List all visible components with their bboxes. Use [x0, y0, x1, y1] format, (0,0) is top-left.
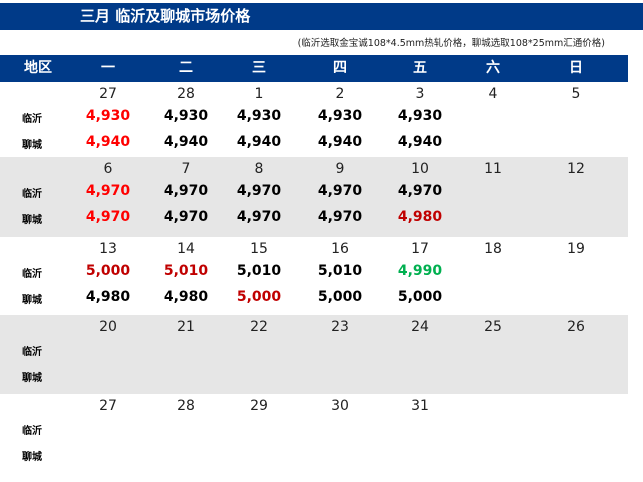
header-weekday: 二	[179, 60, 193, 76]
price-linyi: 4,970	[397, 183, 443, 199]
price-liaocheng: 4,970	[85, 209, 131, 225]
row-label-linyi: 临沂	[22, 189, 42, 200]
price-liaocheng: 4,980	[397, 209, 443, 225]
price-linyi: 4,930	[236, 108, 282, 124]
day-number: 24	[411, 319, 429, 335]
row-label-liaocheng: 聊城	[22, 452, 42, 463]
day-number: 29	[250, 398, 268, 414]
week-row: 临沂聊城 27 28 29 30 31	[0, 394, 628, 472]
header-weekday: 四	[333, 60, 347, 76]
price-linyi: 4,970	[85, 183, 131, 199]
day-number: 18	[484, 241, 502, 257]
week-row: 临沂 4,970 4,970 4,970 4,970 4,970 聊城 4,970 4,970 4…	[0, 157, 628, 237]
week-row: 临沂聊城 20 21 22 23 24 25 26	[0, 315, 628, 394]
day-number: 9	[335, 161, 345, 177]
day-number: 21	[177, 319, 195, 335]
day-number: 27	[99, 398, 117, 414]
price-liaocheng: 4,940	[317, 134, 363, 150]
week-row: 临沂 4,930 4,930 4,930 4,930 4,930 聊城 4,940 4,940 4…	[0, 82, 628, 157]
price-liaocheng: 4,940	[236, 134, 282, 150]
price-linyi: 4,970	[163, 183, 209, 199]
price-linyi: 4,930	[317, 108, 363, 124]
week-row: 临沂 5,000 5,010 5,010 5,010 4,990 聊城 4,980 4,980 5…	[0, 237, 628, 315]
day-number: 2	[335, 86, 345, 102]
day-number: 3	[415, 86, 425, 102]
price-liaocheng: 5,000	[397, 289, 443, 305]
row-label-linyi: 临沂	[22, 426, 42, 437]
price-linyi: 5,010	[236, 263, 282, 279]
row-label-liaocheng: 聊城	[22, 140, 42, 151]
header-weekday: 一	[101, 60, 115, 76]
row-label-liaocheng: 聊城	[22, 215, 42, 226]
price-liaocheng: 4,970	[163, 209, 209, 225]
price-linyi: 5,010	[317, 263, 363, 279]
price-source-note: (临沂选取金宝诚108*4.5mm热轧价格，聊城选取108*25mm汇通价格)	[297, 38, 605, 49]
day-number: 16	[331, 241, 349, 257]
day-number: 11	[484, 161, 502, 177]
price-linyi: 4,930	[397, 108, 443, 124]
header-region: 地区	[24, 60, 52, 76]
row-label-linyi: 临沂	[22, 114, 42, 125]
day-number: 28	[177, 398, 195, 414]
price-liaocheng: 4,980	[85, 289, 131, 305]
row-label-liaocheng: 聊城	[22, 373, 42, 384]
price-linyi: 4,970	[236, 183, 282, 199]
price-liaocheng: 4,940	[397, 134, 443, 150]
header-weekday: 五	[413, 60, 427, 76]
day-number: 14	[177, 241, 195, 257]
price-liaocheng: 4,940	[163, 134, 209, 150]
day-number: 13	[99, 241, 117, 257]
day-number: 28	[177, 86, 195, 102]
price-liaocheng: 4,940	[85, 134, 131, 150]
price-linyi: 4,970	[317, 183, 363, 199]
page-title: 三月 临沂及聊城市场价格	[80, 7, 251, 25]
day-number: 5	[571, 86, 581, 102]
price-liaocheng: 5,000	[317, 289, 363, 305]
header-weekday: 日	[569, 60, 583, 76]
price-linyi: 5,000	[85, 263, 131, 279]
price-linyi: 4,930	[85, 108, 131, 124]
price-liaocheng: 5,000	[236, 289, 282, 305]
price-linyi: 4,930	[163, 108, 209, 124]
day-number: 23	[331, 319, 349, 335]
day-number: 19	[567, 241, 585, 257]
price-liaocheng: 4,980	[163, 289, 209, 305]
day-number: 10	[411, 161, 429, 177]
row-label-linyi: 临沂	[22, 269, 42, 280]
price-linyi: 4,990	[397, 263, 443, 279]
page-title-bar: 三月 临沂及聊城市场价格	[0, 3, 643, 30]
price-linyi: 5,010	[163, 263, 209, 279]
weekday-header: 地区 一 二 三 四 五 六 日	[0, 55, 628, 82]
day-number: 6	[103, 161, 113, 177]
day-number: 30	[331, 398, 349, 414]
day-number: 31	[411, 398, 429, 414]
header-weekday: 三	[252, 60, 266, 76]
price-liaocheng: 4,970	[236, 209, 282, 225]
day-number: 12	[567, 161, 585, 177]
day-number: 20	[99, 319, 117, 335]
day-number: 1	[254, 86, 264, 102]
day-number: 15	[250, 241, 268, 257]
price-liaocheng: 4,970	[317, 209, 363, 225]
day-number: 27	[99, 86, 117, 102]
day-number: 25	[484, 319, 502, 335]
row-label-linyi: 临沂	[22, 347, 42, 358]
header-weekday: 六	[486, 60, 500, 76]
day-number: 26	[567, 319, 585, 335]
day-number: 4	[488, 86, 498, 102]
day-number: 8	[254, 161, 264, 177]
day-number: 22	[250, 319, 268, 335]
day-number: 17	[411, 241, 429, 257]
row-label-liaocheng: 聊城	[22, 295, 42, 306]
day-number: 7	[181, 161, 191, 177]
